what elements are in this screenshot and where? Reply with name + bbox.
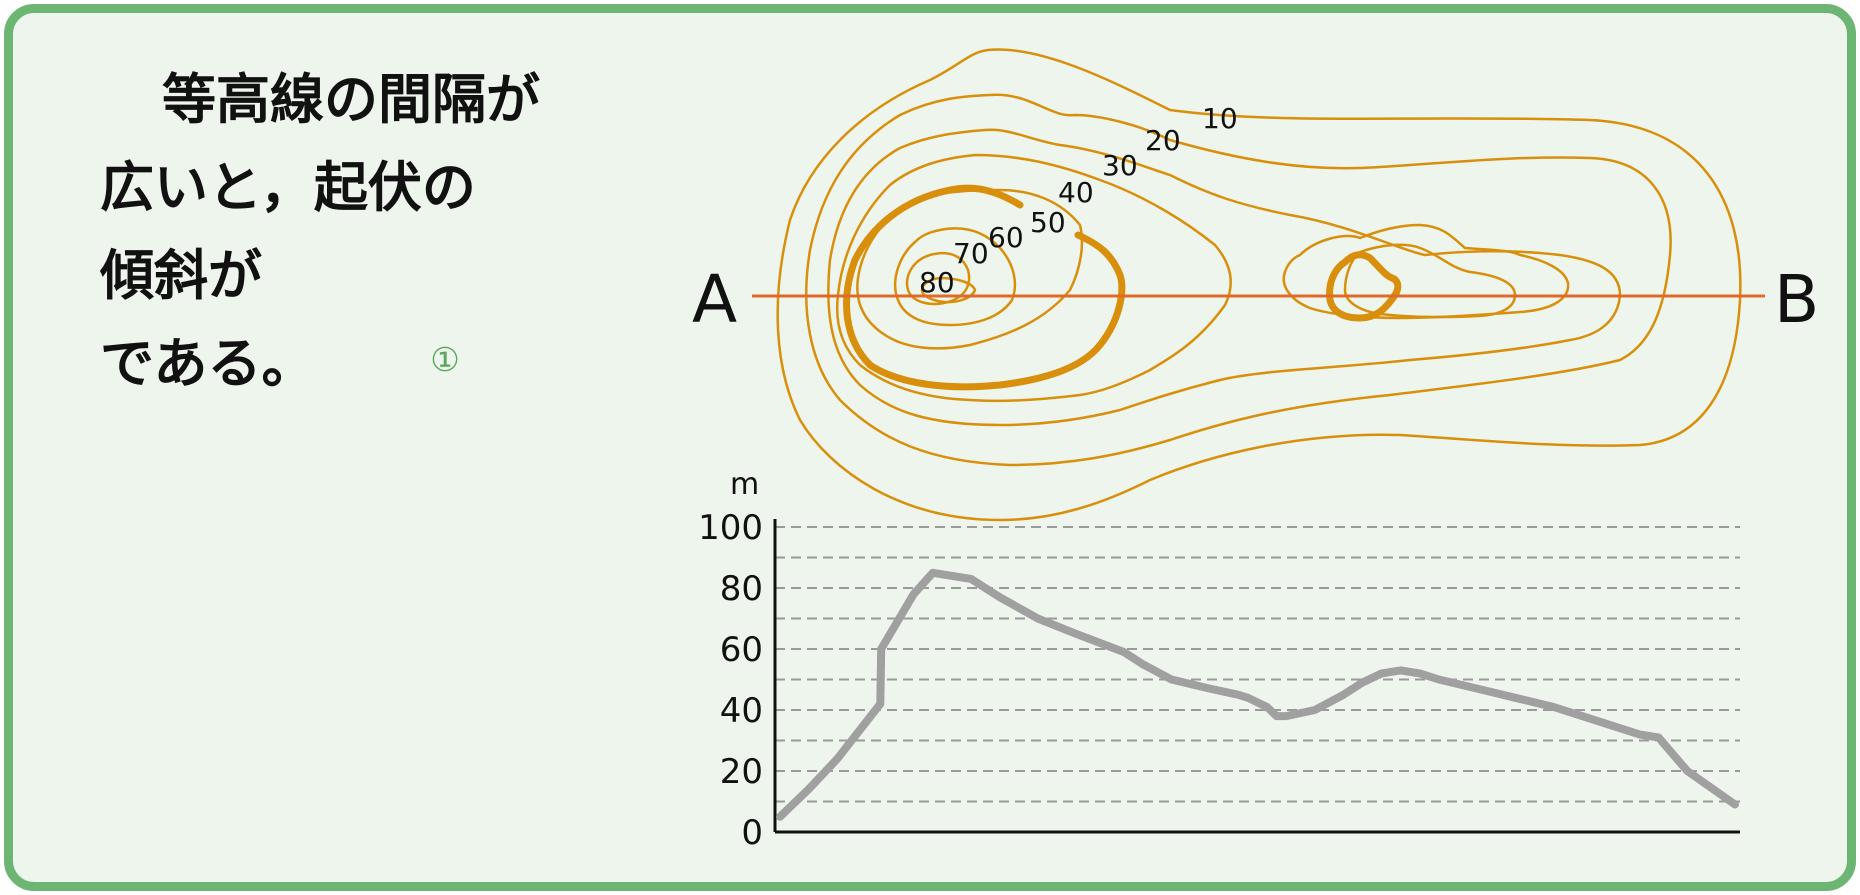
quiz-card bbox=[4, 4, 1856, 891]
contour-40 bbox=[836, 153, 1232, 403]
contour-60 bbox=[843, 184, 1126, 391]
elevation-profile-line bbox=[776, 568, 1739, 821]
contour-50-east-hill bbox=[1343, 243, 1517, 319]
contour-label-20: 20 bbox=[1145, 124, 1181, 157]
contour-20 bbox=[805, 93, 1672, 467]
contour-label-30: 30 bbox=[1102, 149, 1138, 182]
y-tick-label-100: 100 bbox=[698, 508, 763, 548]
contour-label-70: 70 bbox=[953, 237, 989, 270]
contour-80 bbox=[920, 276, 977, 304]
profile-grid bbox=[775, 526, 1740, 803]
contour-40-east-hill bbox=[1282, 223, 1570, 320]
question-text: 等高線の間隔が 広いと，起伏の 傾斜が である。 bbox=[100, 56, 620, 408]
point-a-label: A bbox=[692, 261, 737, 338]
y-tick-label-0: 0 bbox=[741, 813, 763, 853]
contour-label-60: 60 bbox=[988, 221, 1024, 254]
y-tick-label-80: 80 bbox=[720, 569, 763, 609]
y-tick-label-20: 20 bbox=[720, 752, 763, 792]
question-line-1: 等高線の間隔が bbox=[162, 68, 540, 131]
contour-map bbox=[776, 48, 1742, 522]
y-tick-label-60: 60 bbox=[720, 630, 763, 670]
point-b-label: B bbox=[1774, 261, 1819, 338]
question-line-2: 広いと，起伏の bbox=[100, 156, 476, 219]
elevation-profile-chart: 100 80 60 40 20 0 m bbox=[698, 467, 1740, 853]
answer-marker-1: ① bbox=[430, 340, 460, 379]
contour-label-40: 40 bbox=[1058, 176, 1094, 209]
question-line-4: である。 bbox=[100, 332, 316, 395]
profile-y-tick-labels: 100 80 60 40 20 0 bbox=[698, 508, 763, 853]
contour-labels: 10 20 30 40 50 60 70 80 bbox=[919, 102, 1238, 299]
y-tick-label-40: 40 bbox=[720, 691, 763, 731]
contour-30 bbox=[827, 128, 1622, 427]
question-line-3: 傾斜が bbox=[100, 244, 262, 307]
contour-label-50: 50 bbox=[1030, 206, 1066, 239]
contour-label-10: 10 bbox=[1202, 102, 1238, 135]
contour-70 bbox=[893, 227, 1017, 327]
profile-unit-label: m bbox=[730, 467, 759, 502]
contour-label-80: 80 bbox=[919, 266, 955, 299]
contour-10 bbox=[776, 48, 1742, 522]
